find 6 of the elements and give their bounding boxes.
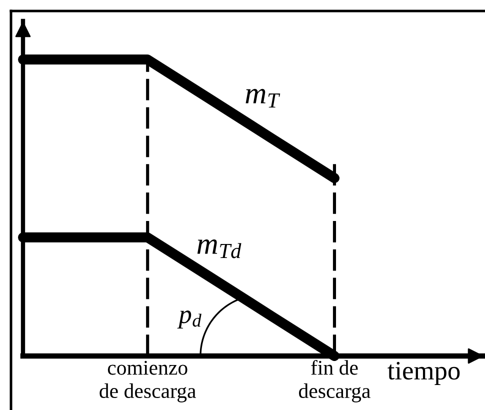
x-tick-label: comienzo de descarga [100, 360, 196, 402]
annotation: p$_{d}$ [177, 310, 202, 329]
x-axis-title: tiempo [388, 362, 460, 385]
x-tick-label: fin de descarga [298, 360, 370, 402]
series-label: m$_{T}$ [246, 88, 280, 108]
series-label: m$_{Td}$ [197, 239, 242, 258]
